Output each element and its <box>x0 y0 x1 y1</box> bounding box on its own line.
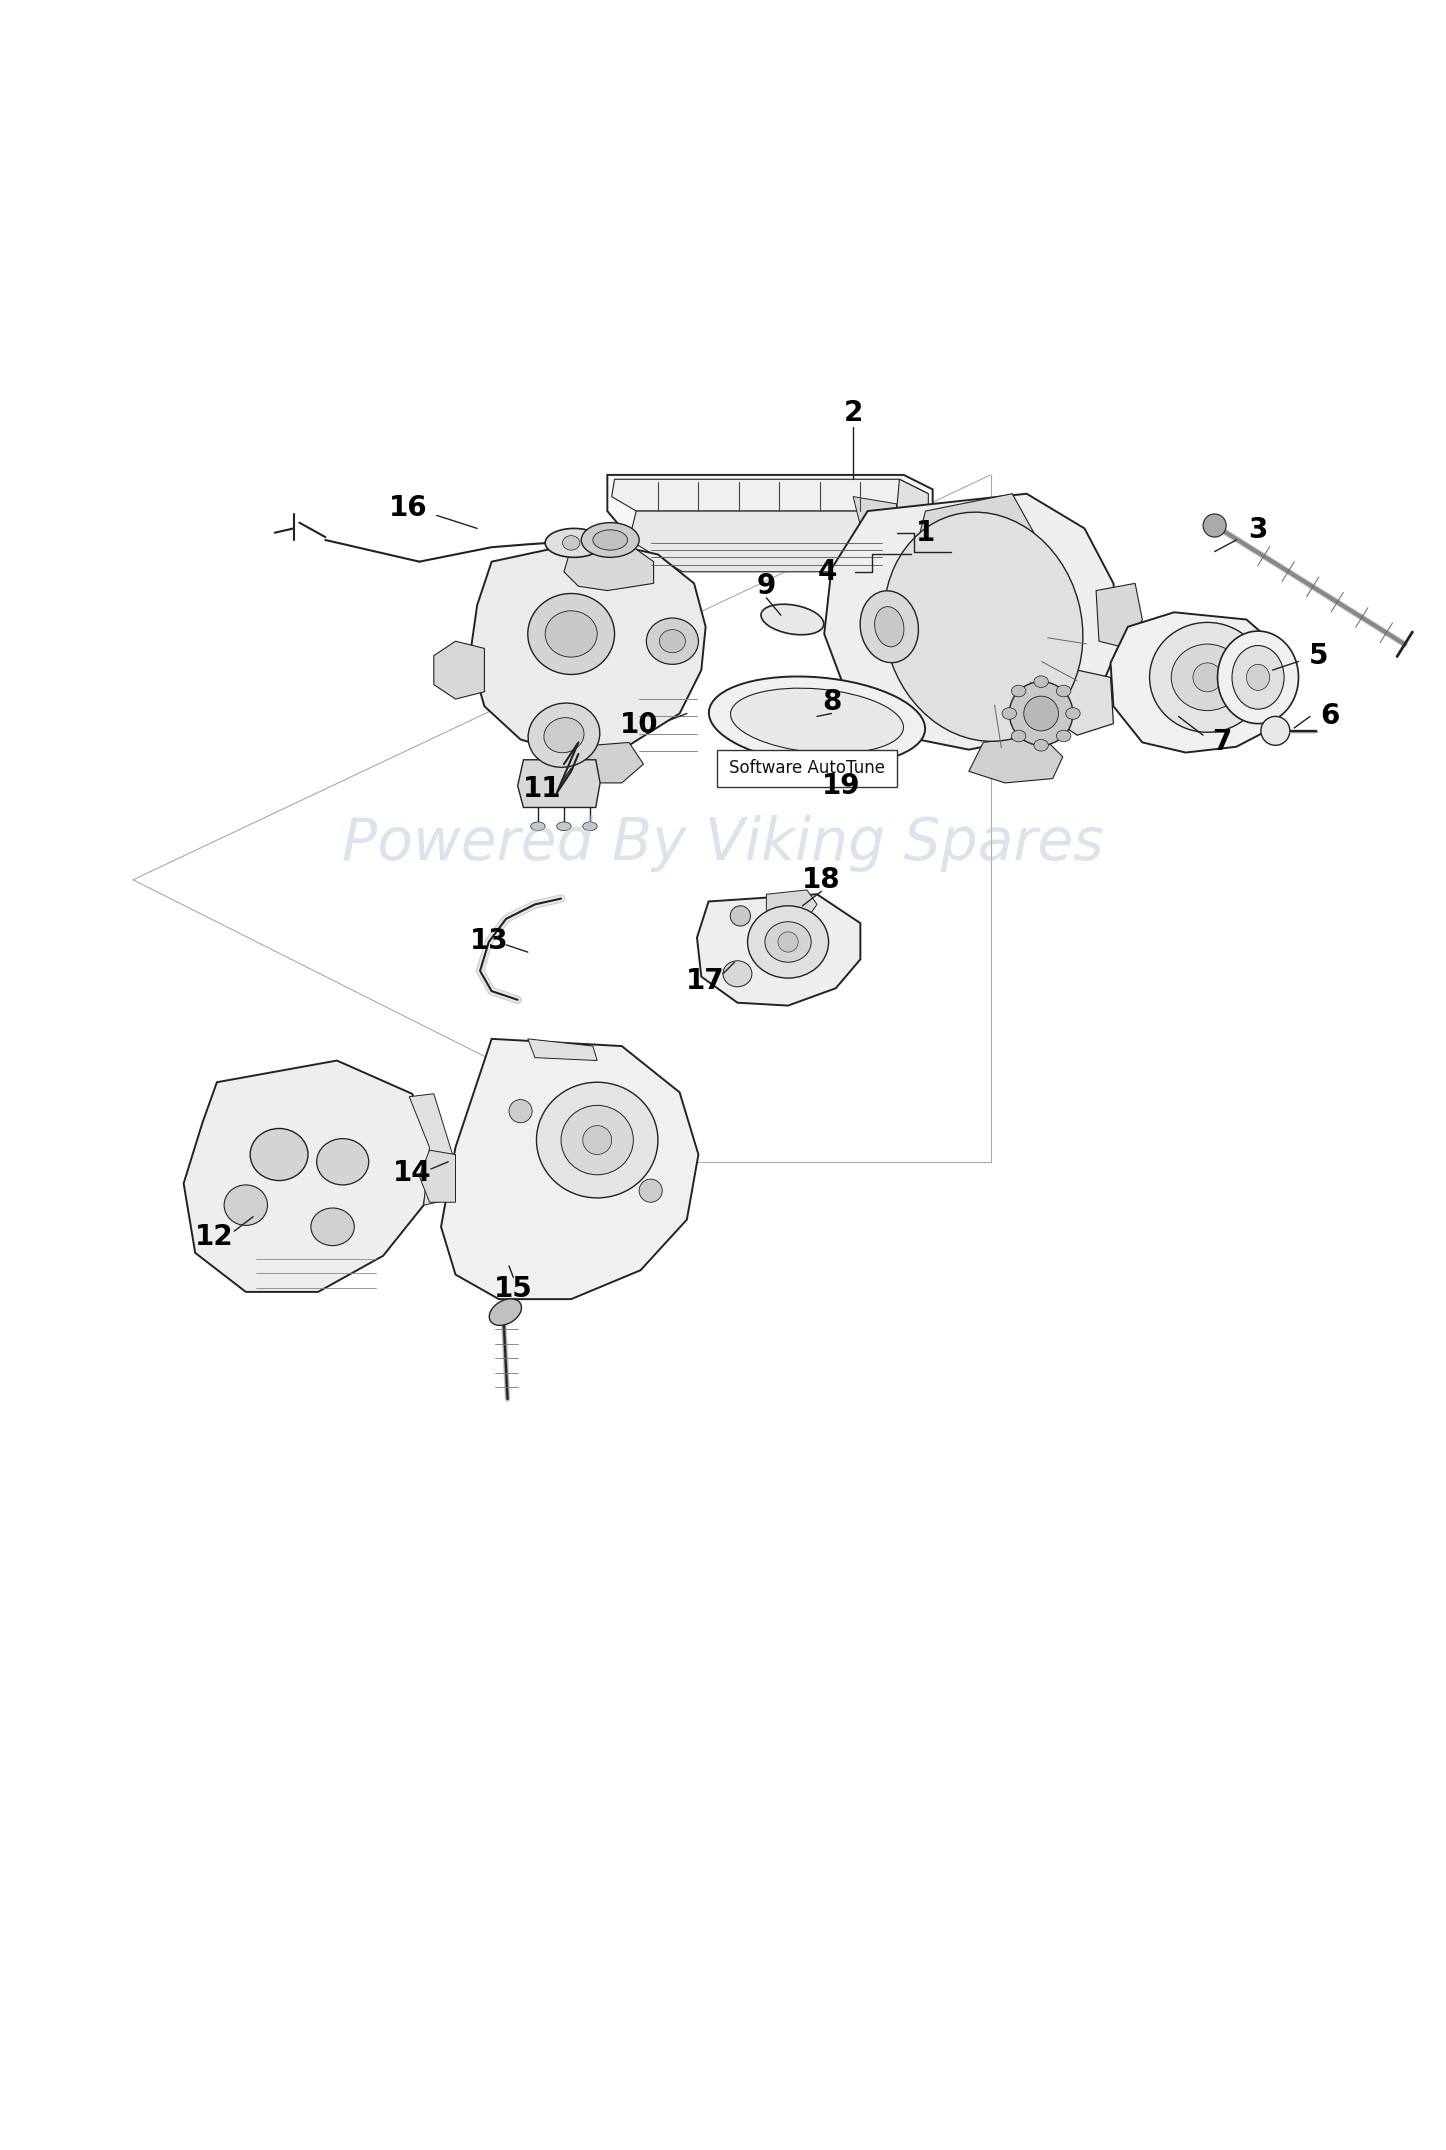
Ellipse shape <box>1011 731 1025 742</box>
Polygon shape <box>409 1094 453 1206</box>
Ellipse shape <box>778 931 798 952</box>
Text: 11: 11 <box>523 774 561 802</box>
Text: 1: 1 <box>915 518 936 546</box>
Text: 10: 10 <box>620 712 658 740</box>
Ellipse shape <box>536 1081 658 1198</box>
Ellipse shape <box>761 604 824 634</box>
FancyBboxPatch shape <box>717 750 897 787</box>
Ellipse shape <box>659 630 685 654</box>
Text: 8: 8 <box>821 688 842 716</box>
Ellipse shape <box>583 1127 612 1155</box>
Text: Powered By Viking Spares: Powered By Viking Spares <box>343 815 1103 873</box>
Polygon shape <box>612 479 928 512</box>
Ellipse shape <box>1171 645 1244 712</box>
Ellipse shape <box>723 961 752 987</box>
Text: 12: 12 <box>195 1223 233 1251</box>
Ellipse shape <box>1232 645 1284 710</box>
Ellipse shape <box>860 591 918 662</box>
Ellipse shape <box>545 611 597 658</box>
Text: 3: 3 <box>1248 516 1268 544</box>
Polygon shape <box>470 540 706 755</box>
Ellipse shape <box>1057 731 1071 742</box>
Text: 6: 6 <box>1320 703 1340 731</box>
Polygon shape <box>969 735 1063 783</box>
Polygon shape <box>607 475 933 570</box>
Polygon shape <box>918 494 1034 548</box>
Ellipse shape <box>748 905 829 978</box>
Text: 9: 9 <box>756 572 777 600</box>
Ellipse shape <box>562 535 580 550</box>
Polygon shape <box>419 1150 455 1202</box>
Polygon shape <box>434 641 484 699</box>
Ellipse shape <box>730 905 750 927</box>
Ellipse shape <box>709 677 925 765</box>
Ellipse shape <box>581 522 639 557</box>
Text: 17: 17 <box>687 968 724 995</box>
Ellipse shape <box>528 593 615 675</box>
Ellipse shape <box>884 512 1083 742</box>
Ellipse shape <box>1150 621 1265 733</box>
Text: 14: 14 <box>393 1159 431 1187</box>
Polygon shape <box>897 479 928 540</box>
Ellipse shape <box>250 1129 308 1180</box>
Text: 15: 15 <box>495 1275 532 1303</box>
Text: 7: 7 <box>1212 729 1232 757</box>
Ellipse shape <box>583 821 597 830</box>
Ellipse shape <box>561 1105 633 1174</box>
Ellipse shape <box>317 1140 369 1185</box>
Polygon shape <box>518 759 600 808</box>
Ellipse shape <box>528 703 600 768</box>
Ellipse shape <box>593 529 628 550</box>
Ellipse shape <box>1034 675 1048 688</box>
Ellipse shape <box>509 1099 532 1122</box>
Ellipse shape <box>646 617 698 664</box>
Ellipse shape <box>1193 662 1222 692</box>
Polygon shape <box>184 1060 434 1292</box>
Polygon shape <box>564 548 654 591</box>
Ellipse shape <box>1246 664 1270 690</box>
Ellipse shape <box>1002 707 1017 720</box>
Polygon shape <box>528 1038 597 1060</box>
Ellipse shape <box>224 1185 268 1226</box>
Ellipse shape <box>531 821 545 830</box>
Ellipse shape <box>1009 682 1073 746</box>
Text: Software AutoTune: Software AutoTune <box>729 759 885 778</box>
Ellipse shape <box>557 821 571 830</box>
Ellipse shape <box>489 1299 522 1324</box>
Polygon shape <box>824 494 1121 750</box>
Polygon shape <box>1096 583 1142 649</box>
Polygon shape <box>1111 613 1287 752</box>
Ellipse shape <box>1066 707 1080 720</box>
Text: 2: 2 <box>843 398 863 426</box>
Polygon shape <box>629 512 899 572</box>
Ellipse shape <box>730 688 904 752</box>
Ellipse shape <box>311 1208 354 1245</box>
Ellipse shape <box>1034 740 1048 750</box>
Ellipse shape <box>545 529 603 557</box>
Polygon shape <box>697 894 860 1006</box>
Ellipse shape <box>1024 697 1058 731</box>
Ellipse shape <box>765 922 811 963</box>
Ellipse shape <box>875 606 904 647</box>
Text: 4: 4 <box>817 557 837 585</box>
Ellipse shape <box>1203 514 1226 538</box>
Ellipse shape <box>1218 632 1299 725</box>
Polygon shape <box>853 497 897 525</box>
Text: 5: 5 <box>1309 641 1329 669</box>
Polygon shape <box>441 1038 698 1299</box>
Text: 13: 13 <box>470 927 508 955</box>
Ellipse shape <box>639 1178 662 1202</box>
Ellipse shape <box>544 718 584 752</box>
Text: 18: 18 <box>803 866 840 894</box>
Polygon shape <box>766 890 817 922</box>
Polygon shape <box>1056 671 1113 735</box>
Ellipse shape <box>1261 716 1290 746</box>
Ellipse shape <box>1011 686 1025 697</box>
Polygon shape <box>576 742 643 783</box>
Text: 16: 16 <box>389 494 427 522</box>
Ellipse shape <box>1057 686 1071 697</box>
Text: 19: 19 <box>823 772 860 800</box>
